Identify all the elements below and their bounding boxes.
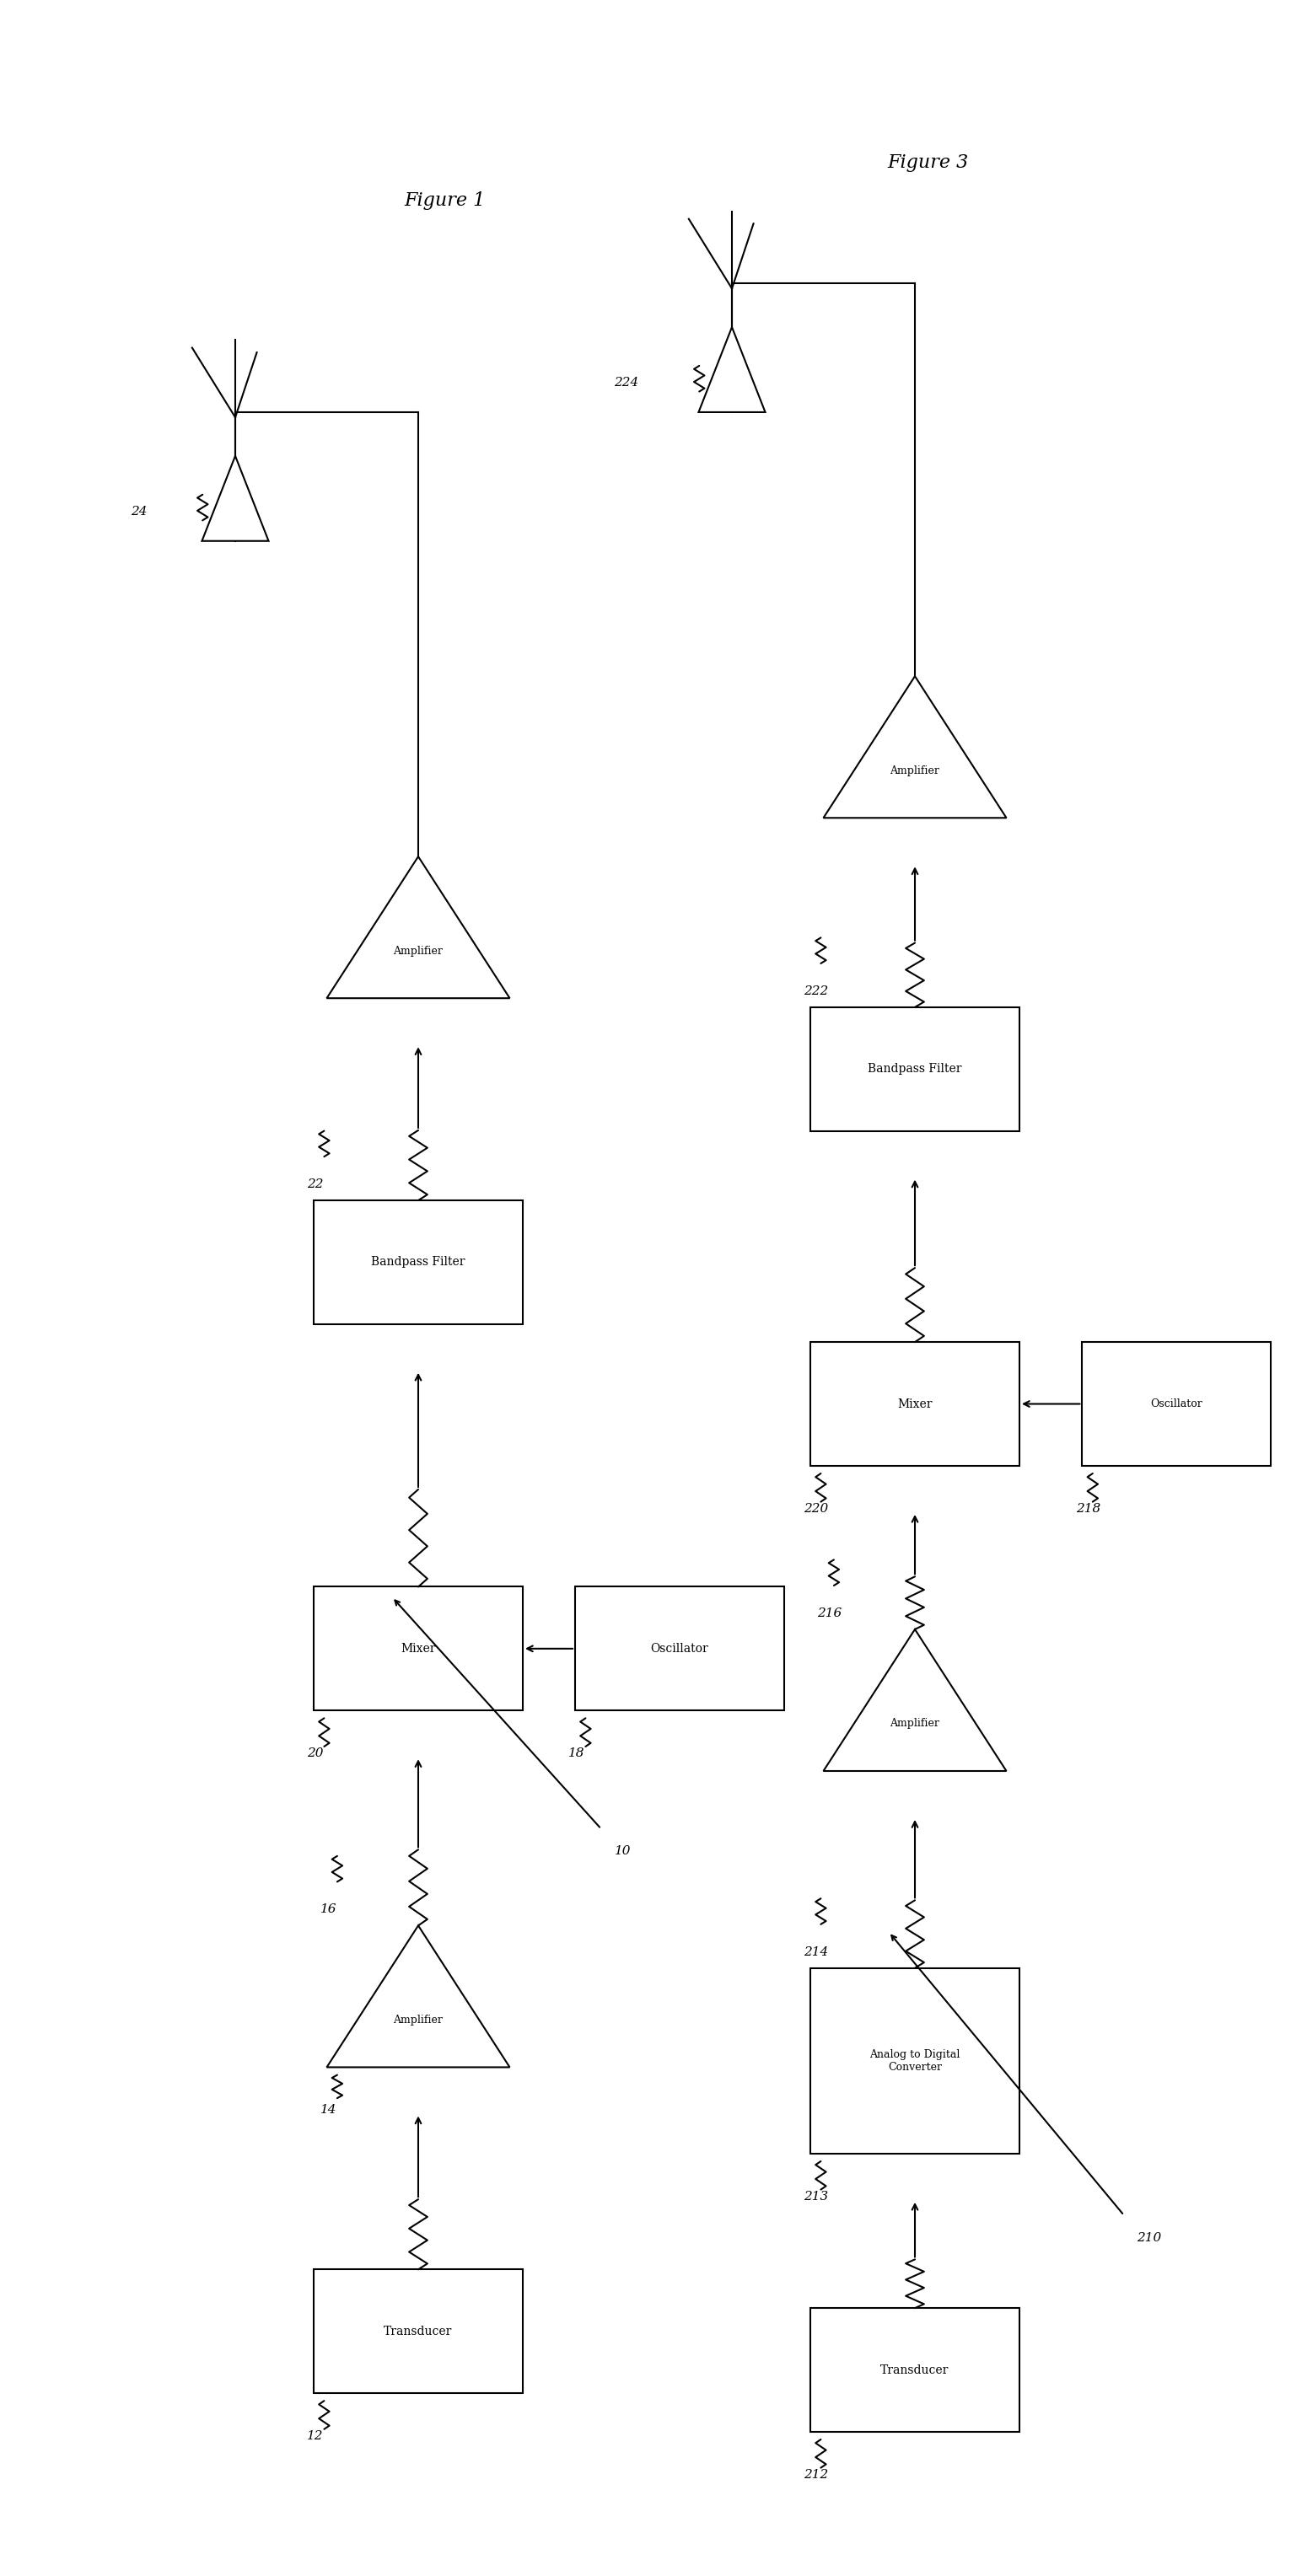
Polygon shape xyxy=(699,327,766,412)
Bar xyxy=(575,1587,784,1710)
Text: Amplifier: Amplifier xyxy=(890,765,940,775)
Text: Figure 1: Figure 1 xyxy=(404,191,485,211)
Bar xyxy=(810,2308,1019,2432)
Text: 12: 12 xyxy=(307,2429,324,2442)
Text: Oscillator: Oscillator xyxy=(651,1643,708,1654)
Bar xyxy=(1082,1342,1270,1466)
Bar xyxy=(810,1342,1019,1466)
Text: 14: 14 xyxy=(320,2105,337,2115)
Text: 10: 10 xyxy=(614,1844,631,1857)
Text: 22: 22 xyxy=(307,1177,324,1190)
Text: 18: 18 xyxy=(569,1747,586,1759)
Text: Figure 3: Figure 3 xyxy=(887,152,968,173)
Text: Mixer: Mixer xyxy=(401,1643,435,1654)
Bar xyxy=(810,1007,1019,1131)
Text: 20: 20 xyxy=(307,1747,324,1759)
Text: Mixer: Mixer xyxy=(898,1399,932,1409)
Text: Transducer: Transducer xyxy=(384,2326,452,2336)
Text: Transducer: Transducer xyxy=(881,2365,949,2375)
Text: 16: 16 xyxy=(320,1904,337,1914)
Text: 24: 24 xyxy=(131,505,148,518)
Polygon shape xyxy=(327,1927,510,2066)
Text: 212: 212 xyxy=(804,2468,829,2481)
Text: Amplifier: Amplifier xyxy=(393,945,443,956)
Text: 210: 210 xyxy=(1137,2231,1162,2244)
Text: 216: 216 xyxy=(817,1607,842,1618)
Polygon shape xyxy=(823,1628,1006,1772)
Text: Bandpass Filter: Bandpass Filter xyxy=(868,1064,962,1074)
Polygon shape xyxy=(327,855,510,997)
Bar xyxy=(314,2269,523,2393)
Text: 213: 213 xyxy=(804,2190,829,2202)
Text: Amplifier: Amplifier xyxy=(890,1718,940,1728)
Polygon shape xyxy=(201,456,269,541)
Text: Analog to Digital
Converter: Analog to Digital Converter xyxy=(869,2048,961,2074)
Text: Amplifier: Amplifier xyxy=(393,2014,443,2025)
Text: 214: 214 xyxy=(804,1945,829,1958)
Text: Bandpass Filter: Bandpass Filter xyxy=(371,1257,465,1267)
Bar xyxy=(314,1200,523,1324)
Text: Oscillator: Oscillator xyxy=(1150,1399,1202,1409)
Text: 222: 222 xyxy=(804,984,829,997)
Text: 220: 220 xyxy=(804,1502,829,1515)
Text: 224: 224 xyxy=(614,376,639,389)
Polygon shape xyxy=(823,677,1006,819)
Text: 218: 218 xyxy=(1076,1502,1100,1515)
Bar xyxy=(810,1968,1019,2154)
Bar xyxy=(314,1587,523,1710)
